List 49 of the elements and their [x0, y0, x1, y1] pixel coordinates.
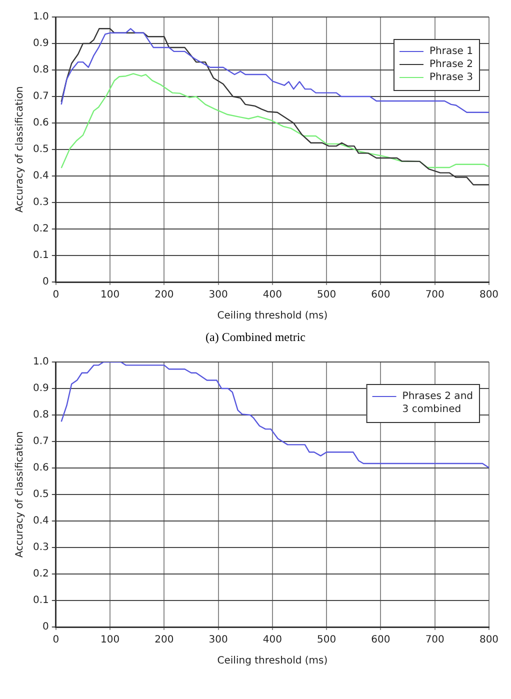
x-tick-label: 200	[154, 290, 174, 301]
y-tick-label: 0.1	[32, 250, 49, 262]
y-tick-label: 0.2	[32, 224, 49, 235]
x-tick-label: 800	[479, 634, 499, 646]
x-tick-label: 300	[208, 290, 228, 301]
legend-label: Phrase 2	[429, 59, 474, 70]
legend-label: Phrases 2 and 3 combined	[402, 391, 474, 416]
x-tick-label: 400	[262, 634, 282, 646]
y-tick-label: 0.8	[32, 410, 49, 421]
y-tick-label: 0.6	[32, 462, 49, 474]
text: (a) Combined metric	[204, 330, 306, 345]
x-tick-label: 700	[425, 634, 444, 646]
x-axis-title: Ceiling threshold (ms)	[217, 310, 328, 322]
y-tick-label: 0.7	[32, 91, 49, 102]
y-tick-label: 0	[42, 276, 49, 288]
x-tick-label: 100	[100, 634, 120, 646]
y-tick-label: 0.3	[32, 197, 49, 208]
y-tick-label: 0.9	[32, 383, 49, 394]
x-tick-label: 400	[262, 290, 282, 301]
legend-label: Phrase 3	[429, 72, 474, 84]
x-tick-label: 800	[479, 290, 499, 301]
y-tick-label: 0.6	[32, 118, 49, 129]
y-tick-label: 0.5	[32, 489, 49, 500]
x-tick-label: 500	[317, 290, 336, 301]
x-tick-label: 500	[317, 634, 336, 646]
y-axis-title: Accuracy of classification	[14, 431, 26, 558]
y-tick-label: 0.4	[32, 170, 49, 182]
x-tick-label: 700	[425, 290, 444, 301]
y-tick-label: 0.2	[32, 568, 49, 580]
y-tick-label: 0.5	[32, 144, 49, 156]
x-tick-label: 200	[154, 634, 174, 646]
y-tick-label: 0.8	[32, 64, 49, 76]
y-tick-label: 0.1	[32, 595, 49, 606]
legend-label: Phrase 1	[429, 46, 474, 58]
y-tick-label: 1.0	[32, 12, 49, 23]
y-tick-label: 1.0	[32, 356, 49, 368]
x-tick-label: 100	[100, 290, 120, 301]
y-tick-label: 0.9	[32, 38, 49, 50]
y-tick-label: 0	[42, 622, 49, 633]
x-tick-label: 600	[371, 290, 390, 301]
x-tick-label: 300	[208, 634, 228, 646]
x-tick-label: 0	[52, 634, 60, 646]
x-axis-title: Ceiling threshold (ms)	[217, 656, 328, 667]
x-tick-label: 0	[52, 290, 60, 301]
x-tick-label: 600	[371, 634, 390, 646]
y-tick-label: 0.4	[32, 516, 49, 527]
y-tick-label: 0.3	[32, 542, 49, 554]
y-tick-label: 0.7	[32, 436, 49, 448]
y-axis-title: Accuracy of classification	[14, 86, 26, 213]
